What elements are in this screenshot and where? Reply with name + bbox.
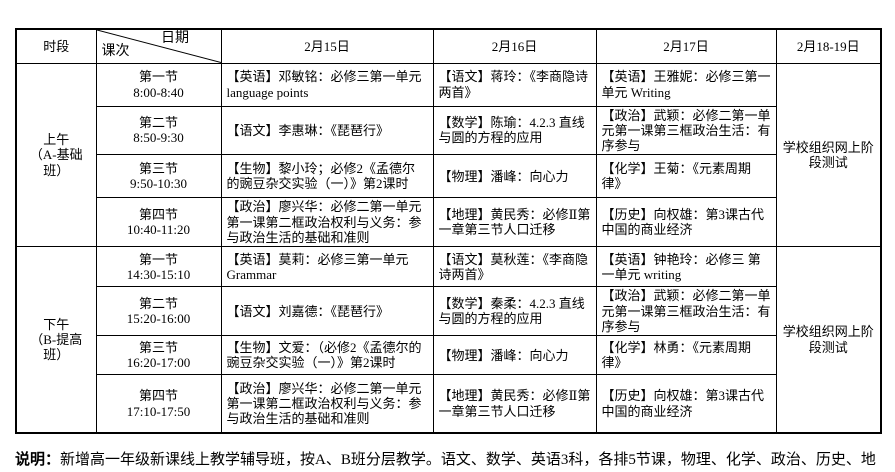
period-time: 16:20-17:00 (126, 355, 191, 371)
schedule-cell: 【政治】武颖：必修二第一单元第一课第三框政治生活：有序参与 (595, 105, 777, 156)
header-period-label: 时段 (15, 28, 97, 64)
table-row: 第三节 16:20-17:00 【生物】文爱：（必修2《孟德尔的豌豆杂交实验（一… (16, 335, 881, 376)
schedule-cell: 【历史】向权雄：第3课古代中国的商业经济 (595, 374, 777, 434)
exam-note-morning: 学校组织网上阶段测试 (775, 62, 882, 248)
period-time: 8:00-8:40 (133, 84, 184, 100)
schedule-cell: 【政治】廖兴华：必修二第一单元第一课第二框政治权利与义务：参与政治生活的基础和准… (220, 197, 434, 248)
period-time: 14:30-15:10 (126, 266, 191, 282)
schedule-cell: 【地理】黄民秀：必修Ⅱ第一章第三节人口迁移 (432, 197, 597, 248)
period-name: 第二节 (138, 115, 178, 131)
schedule-cell: 【化学】王菊：《元素周期律》 (595, 154, 777, 199)
header-date-feb17: 2月17日 (595, 28, 777, 64)
header-date-lesson-cell: 日期 课次 (95, 28, 222, 64)
schedule-cell: 【物理】潘峰：向心力 (432, 335, 597, 376)
footnote-label: 说明： (15, 451, 61, 468)
schedule-table: 时段 日期 课次 2月15日 2月16日 2月17日 2月18-19日 上午 （… (15, 28, 882, 434)
period-time: 8:50-9:30 (133, 130, 184, 146)
period-time: 17:10-17:50 (126, 403, 191, 419)
period-time: 10:40-11:20 (126, 222, 191, 238)
schedule-cell: 【数学】陈瑜：4.2.3 直线与圆的方程的应用 (432, 105, 597, 156)
period-name: 第一节 (138, 69, 178, 85)
table-row: 第二节 15:20-16:00 【语文】刘嘉德：《琵琶行》 【数学】秦柔：4.2… (16, 286, 881, 337)
period-time: 9:50-10:30 (129, 176, 188, 192)
header-date-feb16: 2月16日 (432, 28, 597, 64)
schedule-cell: 【语文】莫秋莲：《李商隐诗两首》 (432, 246, 597, 288)
diagonal-divider-line (97, 30, 221, 63)
period-name: 第四节 (138, 388, 178, 404)
table-row: 上午 （A-基础班） 第一节 8:00-8:40 【英语】邓敏铭：必修三第一单元… (15, 62, 882, 248)
schedule-cell: 【政治】武颖：必修二第一单元第一课第三框政治生活：有序参与 (595, 286, 777, 337)
period-time: 15:20-16:00 (126, 311, 191, 327)
period-cell: 第一节 14:30-15:10 (95, 246, 222, 288)
table-row: 第二节 8:50-9:30 【语文】李惠琳：《琵琶行》 【数学】陈瑜：4.2.3… (16, 105, 881, 156)
schedule-cell: 【生物】文爱：（必修2《孟德尔的豌豆杂交实验（一）》第2课时 (220, 335, 434, 376)
session-morning-label: 上午 （A-基础班） (15, 62, 97, 248)
period-cell: 第一节 8:00-8:40 (95, 62, 222, 107)
period-cell: 第二节 15:20-16:00 (95, 286, 222, 337)
schedule-cell: 【英语】莫莉：必修三第一单元 Grammar (220, 246, 434, 288)
period-cell: 第三节 9:50-10:30 (95, 154, 222, 199)
table-row: 第四节 17:10-17:50 【政治】廖兴华：必修二第一单元第一课第二框政治权… (16, 374, 881, 434)
table-row: 第三节 9:50-10:30 【生物】黎小玲；必修2《孟德尔的豌豆杂交实验（一）… (16, 154, 881, 199)
header-date-label: 日期 (160, 31, 189, 46)
schedule-cell: 【语文】蒋玲：《李商隐诗两首》 (432, 62, 597, 107)
period-cell: 第四节 17:10-17:50 (95, 374, 222, 434)
schedule-cell: 【地理】黄民秀：必修Ⅱ第一章第三节人口迁移 (432, 374, 597, 434)
schedule-cell: 【语文】刘嘉德：《琵琶行》 (220, 286, 434, 337)
session-afternoon-label: 下午 （B-提高班） (15, 246, 97, 434)
header-lesson-label: 课次 (101, 43, 130, 59)
period-name: 第二节 (138, 296, 178, 312)
table-row: 下午 （B-提高班） 第一节 14:30-15:10 【英语】莫莉：必修三第一单… (15, 246, 882, 434)
schedule-cell: 【英语】王雅妮：必修三第一单元 Writing (595, 62, 777, 107)
schedule-cell: 【英语】钟艳玲：必修三 第一单元 writing (595, 246, 777, 288)
schedule-cell: 【语文】李惠琳：《琵琶行》 (220, 105, 434, 156)
schedule-cell: 【政治】廖兴华：必修二第一单元第一课第二框政治权利与义务：参与政治生活的基础和准… (220, 374, 434, 434)
period-name: 第一节 (138, 251, 178, 267)
schedule-cell: 【英语】邓敏铭：必修三第一单元 language points (220, 62, 434, 107)
header-row: 时段 日期 课次 2月15日 2月16日 2月17日 2月18-19日 (15, 28, 882, 64)
footnote: 说明：新增高一年级新课线上教学辅导班，按A、B班分层教学。语文、数学、英语3科，… (15, 449, 881, 472)
schedule-cell: 【物理】潘峰：向心力 (432, 154, 597, 199)
period-name: 第三节 (138, 161, 178, 177)
period-cell: 第二节 8:50-9:30 (95, 105, 222, 156)
table-row: 第四节 10:40-11:20 【政治】廖兴华：必修二第一单元第一课第二框政治权… (16, 197, 881, 248)
schedule-cell: 【化学】林勇：《元素周期律》 (595, 335, 777, 376)
period-name: 第四节 (138, 207, 178, 223)
schedule-cell: 【生物】黎小玲；必修2《孟德尔的豌豆杂交实验（一）》第2课时 (220, 154, 434, 199)
schedule-cell: 【数学】秦柔：4.2.3 直线与圆的方程的应用 (432, 286, 597, 337)
period-cell: 第三节 16:20-17:00 (95, 335, 222, 376)
period-cell: 第四节 10:40-11:20 (95, 197, 222, 248)
exam-note-afternoon: 学校组织网上阶段测试 (775, 246, 882, 434)
schedule-cell: 【历史】向权雄：第3课古代中国的商业经济 (595, 197, 777, 248)
period-name: 第三节 (138, 340, 178, 356)
header-date-feb18-19: 2月18-19日 (775, 28, 882, 64)
header-date-feb15: 2月15日 (220, 28, 434, 64)
footnote-text: 新增高一年级新课线上教学辅导班，按A、B班分层教学。语文、数学、英语3科，各排5… (60, 451, 876, 468)
